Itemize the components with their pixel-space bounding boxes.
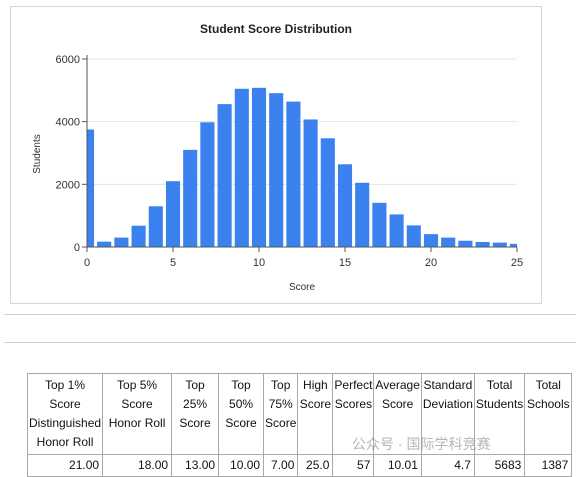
- value-perfect-scores: 57: [332, 454, 375, 477]
- bar-score-14: [320, 138, 335, 247]
- value-top-25-percent: 13.00: [171, 454, 220, 477]
- bar-score-24: [492, 242, 507, 247]
- value-top-50-percent: 10.00: [218, 454, 265, 477]
- value-top-5-percent: 18.00: [102, 454, 173, 477]
- y-tick-label: 4000: [56, 117, 80, 129]
- bar-score-23: [475, 241, 490, 247]
- value-top-75-percent: 7.00: [263, 454, 299, 477]
- value-average-score: 10.01: [373, 454, 422, 477]
- bar-score-0: [87, 129, 95, 247]
- value-high-score: 25.0: [297, 454, 334, 477]
- chart-panel: Student Score Distribution 0 2000 4000 6000…: [10, 6, 542, 304]
- bar-score-3: [131, 225, 146, 247]
- header-top-75-percent: Top 75% Score: [263, 373, 299, 455]
- bar-score-6: [183, 149, 198, 247]
- bar-score-5: [165, 181, 181, 247]
- bar-score-2: [114, 237, 129, 247]
- header-top-5-percent: Top 5% Score Honor Roll: [102, 373, 173, 455]
- header-top-25-percent: Top 25% Score: [171, 373, 220, 455]
- score-distribution-chart: Student Score Distribution 0 2000 4000 6000…: [32, 22, 524, 293]
- score-statistics-table: Top 1% Score Distinguished Honor Roll To…: [26, 373, 573, 477]
- y-tick-label: 2000: [56, 179, 80, 191]
- x-tick-label: 25: [511, 257, 523, 269]
- bars: [87, 87, 517, 248]
- value-top-1-percent: 21.00: [26, 454, 104, 477]
- bar-score-15: [337, 164, 353, 247]
- bar-score-16: [355, 182, 370, 247]
- value-total-schools: 1387: [524, 454, 573, 477]
- value-total-students: 5683: [473, 454, 526, 477]
- separator-bottom: [4, 342, 576, 343]
- y-tick-label: 6000: [56, 54, 80, 66]
- bar-score-17: [372, 202, 387, 247]
- bar-score-10: [251, 87, 267, 248]
- bar-score-1: [97, 241, 112, 247]
- y-axis-label: Students: [32, 134, 43, 173]
- header-average-score: Average Score: [373, 373, 422, 455]
- table-header-row: Top 1% Score Distinguished Honor Roll To…: [26, 373, 573, 455]
- bar-score-21: [441, 237, 456, 247]
- axes: 0 2000 4000 6000 0 5 10 15 20 25: [56, 54, 524, 269]
- x-axis-label: Score: [289, 282, 316, 293]
- bar-score-7: [200, 122, 215, 247]
- chart-title: Student Score Distribution: [200, 22, 352, 36]
- x-tick-label: 0: [84, 257, 90, 269]
- header-high-score: High Score: [297, 373, 334, 455]
- x-tick-label: 10: [253, 257, 265, 269]
- bar-score-13: [303, 119, 318, 247]
- bar-score-18: [389, 214, 404, 247]
- header-total-students: Total Students: [473, 373, 526, 455]
- bar-score-4: [148, 206, 163, 247]
- header-standard-deviation: Standard Deviation: [420, 373, 475, 455]
- watermark: 公众号 · 国际学科竞赛: [352, 436, 491, 452]
- bar-score-8: [217, 104, 232, 248]
- bar-score-20: [423, 234, 439, 247]
- x-tick-label: 15: [339, 257, 351, 269]
- bar-score-19: [406, 225, 421, 247]
- bar-score-22: [458, 240, 473, 247]
- header-total-schools: Total Schools: [524, 373, 573, 455]
- x-tick-label: 5: [170, 257, 176, 269]
- separator-top: [4, 314, 576, 315]
- bar-score-25: [509, 243, 517, 247]
- table-row: 21.00 18.00 13.00 10.00 7.00 25.0 57 10.…: [26, 454, 573, 477]
- bar-score-11: [269, 93, 284, 247]
- y-tick-label: 0: [74, 242, 80, 254]
- header-top-1-percent: Top 1% Score Distinguished Honor Roll: [26, 373, 104, 455]
- x-tick-label: 20: [425, 257, 437, 269]
- bar-score-12: [286, 101, 301, 247]
- bar-score-9: [234, 88, 249, 248]
- value-standard-deviation: 4.7: [420, 454, 475, 477]
- header-top-50-percent: Top 50% Score: [218, 373, 265, 455]
